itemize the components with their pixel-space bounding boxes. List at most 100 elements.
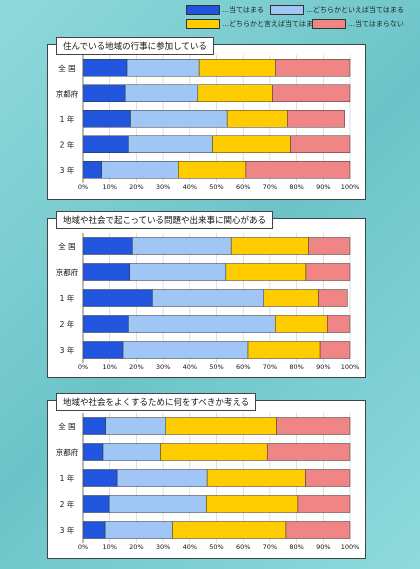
category-label: 2 年 (60, 499, 75, 509)
x-tick-label: 50% (209, 543, 223, 551)
x-tick-label: 70% (263, 183, 277, 191)
bar-segment (152, 289, 265, 307)
bar-segment (247, 341, 321, 359)
x-tick-label: 100% (341, 363, 360, 371)
bar-segment (272, 84, 351, 102)
legend-label: …どちらかといえば当てはまる (306, 6, 404, 14)
x-tick-label: 20% (129, 183, 143, 191)
x-tick-label: 60% (236, 543, 250, 551)
x-tick-label: 80% (289, 183, 303, 191)
bar-segment (263, 289, 319, 307)
chart-title: 住んでいる地域の行事に参加している (56, 37, 214, 55)
bar-segment (285, 521, 351, 539)
x-tick-label: 20% (129, 363, 143, 371)
x-tick-label: 40% (183, 543, 197, 551)
legend-label: …当てはまらない (348, 20, 404, 28)
x-tick-label: 90% (316, 543, 330, 551)
bar-segment (122, 341, 249, 359)
category-label: 京都府 (56, 267, 79, 277)
category-label: 3 年 (60, 525, 75, 535)
bar-segment (206, 495, 299, 513)
bar-segment (82, 110, 131, 128)
bar-segment (130, 110, 228, 128)
x-tick-label: 80% (289, 363, 303, 371)
x-tick-label: 70% (263, 543, 277, 551)
bar-segment (266, 443, 351, 461)
bar-segment (101, 161, 179, 179)
bar-segment (198, 59, 276, 77)
category-label: 1 年 (60, 293, 75, 303)
x-tick-label: 40% (183, 183, 197, 191)
category-label: 全 国 (58, 241, 75, 251)
category-label: 京都府 (56, 88, 79, 98)
bar-segment (82, 495, 110, 513)
legend-item: …どちらかと言えば当てはまらない (186, 19, 334, 29)
bar-segment (197, 84, 273, 102)
category-label: 1 年 (60, 473, 75, 483)
bar-segment (245, 161, 351, 179)
bar-segment (290, 135, 351, 153)
legend-swatch (270, 5, 304, 15)
bar-segment (108, 495, 207, 513)
legend-label: …どちらかと言えば当てはまらない (222, 20, 334, 28)
bar-segment (132, 237, 232, 255)
bar-segment (82, 59, 128, 77)
x-tick-label: 50% (209, 183, 223, 191)
legend-item: …当てはまる (186, 5, 264, 15)
chart-title: 地域や社会で起こっている問題や出来事に関心がある (56, 211, 273, 229)
x-tick-label: 60% (236, 363, 250, 371)
chart-panel: 0% 10% 20% 30% 40% 50% 60% 70% 80% 90% 100% 全 国京都府 1… (47, 400, 366, 559)
bar-segment (82, 417, 106, 435)
x-tick-label: 60% (236, 183, 250, 191)
bar-segment (274, 315, 328, 333)
bar-segment (230, 237, 309, 255)
bar-segment (305, 469, 351, 487)
bar-segment (82, 315, 129, 333)
bar-segment (160, 443, 268, 461)
x-tick-label: 0% (78, 183, 88, 191)
bar-segment (126, 59, 200, 77)
bar-segment (82, 237, 133, 255)
bar-segment (308, 237, 351, 255)
bar-segment (82, 521, 106, 539)
bar-segment (102, 443, 161, 461)
bar-segment (124, 84, 199, 102)
legend-item: …どちらかといえば当てはまる (270, 5, 404, 15)
category-label: 全 国 (58, 63, 75, 73)
x-tick-label: 0% (78, 363, 88, 371)
x-tick-label: 20% (129, 543, 143, 551)
bar-segment (318, 289, 348, 307)
bar-segment (82, 161, 102, 179)
bar-segment (82, 469, 118, 487)
x-tick-label: 100% (341, 183, 360, 191)
bar-segment (287, 110, 345, 128)
x-tick-label: 30% (156, 543, 170, 551)
category-label: 1 年 (60, 114, 75, 124)
x-tick-label: 30% (156, 363, 170, 371)
category-label: 2 年 (60, 319, 75, 329)
bar-segment (276, 417, 351, 435)
legend-swatch (186, 19, 220, 29)
bar-segment (225, 263, 307, 281)
bar-segment (82, 84, 126, 102)
bar-segment (82, 135, 129, 153)
x-tick-label: 80% (289, 543, 303, 551)
bar-segment (128, 315, 276, 333)
chart-panel: 0% 10% 20% 30% 40% 50% 60% 70% 80% 90% 100% 全 国京都府 1… (47, 218, 366, 378)
legend: …当てはまる …どちらかといえば当てはまる …どちらかと言えば当てはまらない …… (0, 0, 420, 36)
bar-segment (305, 263, 351, 281)
bar-segment (104, 521, 173, 539)
category-label: 全 国 (58, 421, 75, 431)
chart-panel: 0% 10% 20% 30% 40% 50% 60% 70% 80% 90% 100% 全 国京都府 1… (47, 44, 366, 200)
bar-segment (129, 263, 227, 281)
legend-label: …当てはまる (222, 6, 264, 14)
legend-swatch (186, 5, 220, 15)
x-tick-label: 90% (316, 363, 330, 371)
x-tick-label: 40% (183, 363, 197, 371)
x-tick-label: 10% (102, 183, 116, 191)
x-tick-label: 70% (263, 363, 277, 371)
x-tick-label: 10% (102, 363, 116, 371)
bar-segment (327, 315, 351, 333)
bar-segment (212, 135, 291, 153)
